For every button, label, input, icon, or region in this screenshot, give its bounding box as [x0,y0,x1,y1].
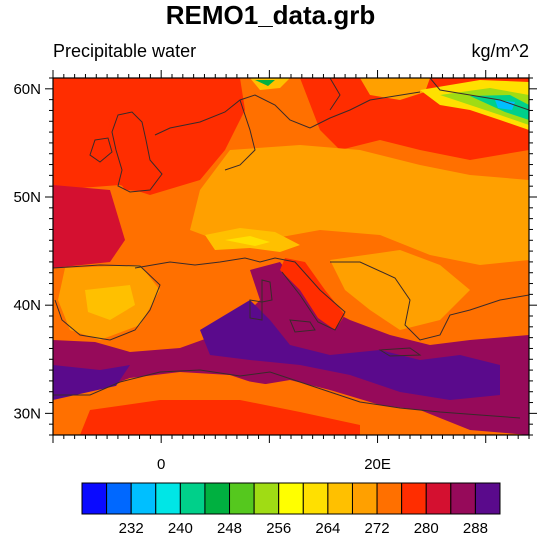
colorbar-label: 248 [217,520,242,537]
precipitable-water-field [53,78,529,435]
longitude-axis: 0 20E [52,70,530,473]
colorbar-swatch [130,482,157,515]
colorbar-label: 272 [365,520,390,537]
colorbar: 232 240 248 256 264 272 280 288 [81,482,501,537]
colorbar-swatch [474,482,501,515]
colorbar-swatch [253,482,280,515]
colorbar-label: 232 [119,520,144,537]
colorbar-label: 256 [266,520,291,537]
lat-tick-label: 50N [13,189,41,206]
colorbar-swatch [204,482,231,515]
coastlines [53,78,529,419]
colorbar-swatch [229,482,255,515]
lon-tick-label: 0 [157,456,165,473]
lon-tick-label: 20E [364,456,391,473]
colorbar-swatch [302,482,329,515]
colorbar-swatch [376,482,403,515]
colorbar-swatch [81,482,108,515]
colorbar-swatch [327,482,353,515]
map-title: REMO1_data.grb [165,0,376,30]
colorbar-swatch [450,482,476,515]
lat-tick-label: 40N [13,297,41,314]
units-label: kg/m^2 [471,41,529,61]
colorbar-swatch [106,482,132,515]
colorbar-swatch [155,482,181,515]
latitude-axis: 60N 50N 40N 30N [13,77,537,436]
variable-label: Precipitable water [53,41,197,61]
colorbar-swatch [351,482,378,515]
colorbar-label: 280 [414,520,439,537]
colorbar-label: 288 [463,520,488,537]
colorbar-label: 240 [168,520,193,537]
colorbar-label: 264 [315,520,340,537]
lat-tick-label: 60N [13,81,41,98]
colorbar-swatch [278,482,304,515]
colorbar-swatch [401,482,427,515]
colorbar-swatch [425,482,452,515]
colorbar-swatch [179,482,206,515]
lat-tick-label: 30N [13,405,41,422]
